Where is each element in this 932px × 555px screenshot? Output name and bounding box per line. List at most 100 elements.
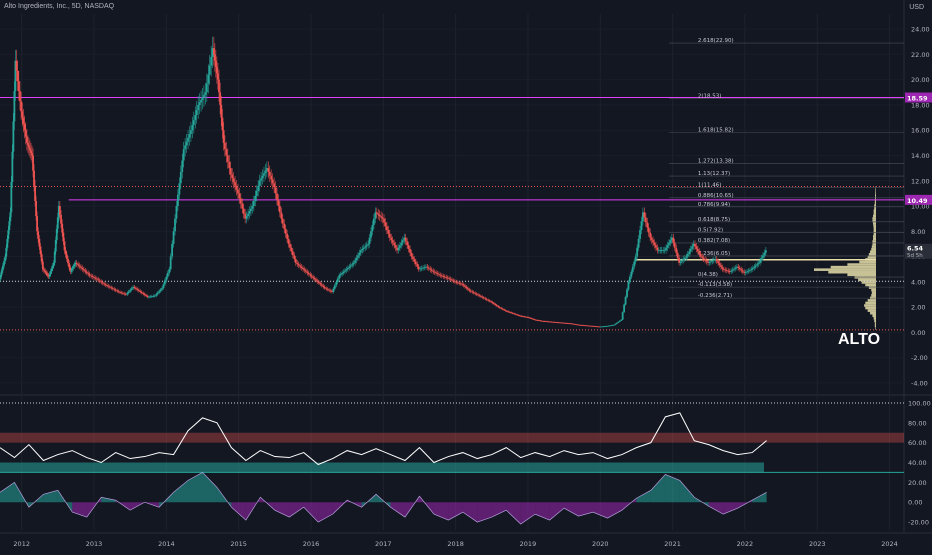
candle-body bbox=[97, 279, 99, 280]
y-tick-label: -4.00 bbox=[911, 379, 928, 387]
candle-body bbox=[486, 299, 488, 300]
candle-body bbox=[633, 262, 635, 267]
candle-body bbox=[406, 241, 408, 245]
volume-profile-bar bbox=[814, 268, 876, 271]
candle-body bbox=[755, 265, 757, 266]
volume-profile-bar bbox=[869, 253, 876, 256]
volume-profile-bar bbox=[865, 307, 876, 310]
candle-body bbox=[265, 171, 267, 174]
candle-body bbox=[92, 276, 94, 277]
candle-body bbox=[318, 282, 320, 283]
candle-body bbox=[758, 263, 760, 264]
candle-body bbox=[759, 260, 761, 263]
x-tick-label: 2024 bbox=[881, 540, 898, 548]
candle-body bbox=[476, 294, 478, 295]
momentum-area bbox=[636, 490, 650, 502]
candle-body bbox=[373, 219, 375, 225]
candle-body bbox=[59, 206, 61, 215]
candle-body bbox=[383, 219, 385, 223]
candle-body bbox=[1, 270, 3, 275]
candle-body bbox=[468, 289, 470, 290]
candle-body bbox=[282, 219, 284, 224]
candle-body bbox=[380, 216, 382, 217]
candle-body bbox=[57, 217, 59, 228]
candle-body bbox=[23, 118, 25, 124]
candle-body bbox=[80, 267, 82, 268]
candle-body bbox=[197, 105, 199, 110]
candle-body bbox=[298, 264, 300, 265]
candle-body bbox=[216, 67, 218, 73]
x-tick-label: 2012 bbox=[13, 540, 30, 548]
candle-body bbox=[454, 281, 456, 282]
candle-body bbox=[196, 110, 198, 115]
candle-body bbox=[155, 294, 157, 296]
x-tick-label: 2016 bbox=[303, 540, 320, 548]
osc-y-tick-label: 0.00 bbox=[908, 499, 922, 507]
candle-body bbox=[500, 308, 502, 309]
candle-body bbox=[103, 283, 105, 284]
candle-body bbox=[625, 297, 627, 305]
candle-body bbox=[764, 253, 766, 256]
candle-body bbox=[31, 153, 33, 156]
volume-profile-bar bbox=[874, 233, 876, 236]
candle-body bbox=[477, 294, 479, 295]
candle-body bbox=[752, 268, 754, 269]
candle-body bbox=[249, 211, 251, 214]
osc-y-tick-label: 40.00 bbox=[908, 459, 927, 467]
candle-body bbox=[283, 224, 285, 229]
candle-body bbox=[177, 195, 179, 206]
candle-body bbox=[115, 290, 117, 291]
candle-body bbox=[387, 230, 389, 234]
candle-body bbox=[665, 248, 667, 251]
x-tick-label: 2018 bbox=[447, 540, 464, 548]
candle-body bbox=[710, 261, 712, 262]
candle-body bbox=[95, 278, 97, 279]
candle-body bbox=[335, 282, 337, 285]
candle-body bbox=[304, 269, 306, 270]
candle-body bbox=[711, 261, 713, 262]
candle-body bbox=[269, 172, 271, 176]
candle-body bbox=[332, 289, 334, 292]
candle-body bbox=[646, 222, 648, 227]
candle-body bbox=[740, 269, 742, 270]
candle-body bbox=[250, 209, 252, 212]
candle-body bbox=[8, 221, 10, 230]
candle-body bbox=[183, 149, 185, 160]
candle-body bbox=[427, 267, 429, 268]
candle-body bbox=[487, 300, 489, 301]
candle-body bbox=[141, 292, 143, 293]
candle-body bbox=[761, 258, 763, 261]
candle-body bbox=[348, 267, 350, 268]
candle-body bbox=[7, 230, 9, 239]
candle-body bbox=[412, 257, 414, 260]
candle-body bbox=[308, 273, 310, 274]
candle-body bbox=[260, 178, 262, 181]
candle-body bbox=[56, 229, 58, 240]
candle-body bbox=[386, 226, 388, 230]
candle-body bbox=[109, 287, 111, 288]
candle-body bbox=[649, 233, 651, 238]
fib-level-label: 0.786(9.94) bbox=[698, 202, 730, 208]
candle-body bbox=[481, 297, 483, 298]
candle-body bbox=[291, 248, 293, 252]
candle-body bbox=[354, 260, 356, 263]
candle-body bbox=[128, 291, 130, 293]
candle-body bbox=[399, 245, 401, 248]
candle-body bbox=[256, 191, 258, 196]
candle-body bbox=[311, 276, 313, 277]
candle-body bbox=[116, 290, 118, 291]
momentum-area bbox=[289, 502, 303, 517]
candle-body bbox=[50, 271, 52, 274]
candle-body bbox=[438, 274, 440, 275]
candle-body bbox=[105, 284, 107, 285]
candle-body bbox=[54, 252, 56, 263]
osc-y-tick-label: 60.00 bbox=[908, 439, 927, 447]
volume-profile-bar bbox=[875, 189, 876, 192]
candle-body bbox=[667, 245, 669, 248]
candle-body bbox=[2, 266, 4, 271]
momentum-area bbox=[492, 502, 506, 517]
momentum-area bbox=[463, 502, 477, 522]
volume-profile-bar bbox=[872, 240, 876, 243]
